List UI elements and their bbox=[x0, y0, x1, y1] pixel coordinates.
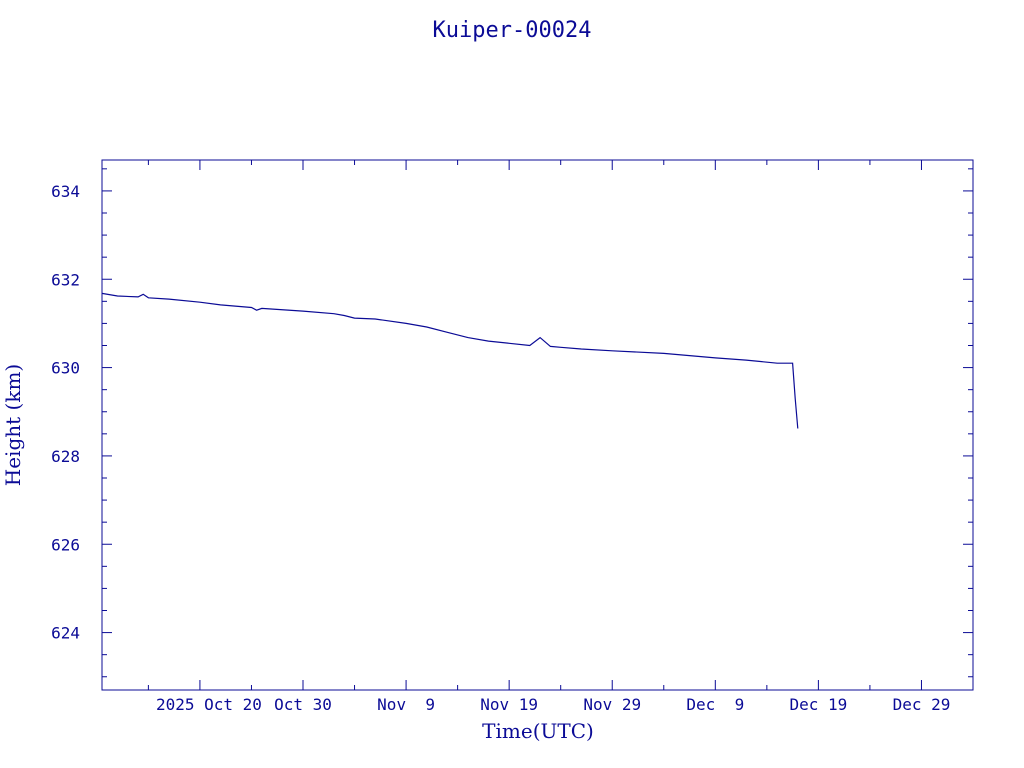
x-tick-label: 2025 Oct 20 bbox=[156, 695, 262, 714]
x-tick-label: Nov 9 bbox=[377, 695, 435, 714]
x-tick-label: Dec 19 bbox=[789, 695, 847, 714]
chart-title: Kuiper-00024 bbox=[433, 18, 592, 43]
y-tick-label: 626 bbox=[51, 535, 80, 554]
tick-labels: 624 626 628 630 632 634 2025 Oct 20 Oct 30 Nov 9… bbox=[51, 182, 950, 714]
y-tick-label: 628 bbox=[51, 447, 80, 466]
x-tick-label: Oct 30 bbox=[274, 695, 332, 714]
x-tick-label: Nov 29 bbox=[583, 695, 641, 714]
plot-area bbox=[101, 292, 799, 429]
y-tick-label: 632 bbox=[51, 270, 80, 289]
y-tick-label: 634 bbox=[51, 182, 80, 201]
plot-frame bbox=[101, 159, 974, 691]
x-axis-title: Time(UTC) bbox=[482, 719, 594, 743]
x-tick-label: Dec 9 bbox=[686, 695, 744, 714]
height-series-line bbox=[101, 292, 799, 429]
axis-ticks bbox=[102, 160, 974, 690]
x-tick-label: Nov 19 bbox=[480, 695, 538, 714]
x-tick-label: Dec 29 bbox=[893, 695, 951, 714]
y-tick-label: 624 bbox=[51, 624, 80, 643]
y-axis-title: Height (km) bbox=[1, 364, 25, 486]
y-tick-label: 630 bbox=[51, 359, 80, 378]
